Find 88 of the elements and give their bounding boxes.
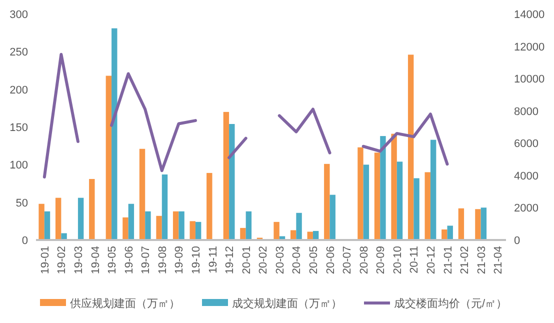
bar xyxy=(246,211,252,240)
x-tick-label: 20-02 xyxy=(258,246,270,274)
x-tick-label: 21-01 xyxy=(442,246,454,274)
bar xyxy=(296,212,302,240)
bar xyxy=(430,140,436,240)
x-tick-label: 19-02 xyxy=(56,246,68,274)
bar xyxy=(475,209,481,240)
bar xyxy=(442,229,448,240)
y2-tick-label: 12000 xyxy=(514,41,545,54)
bar xyxy=(330,194,336,240)
y-tick-label: 250 xyxy=(10,46,28,59)
x-tick-label: 20-09 xyxy=(375,246,388,274)
bar xyxy=(424,172,430,240)
bar xyxy=(178,211,184,240)
x-tick-label: 19-10 xyxy=(190,246,202,274)
x-tick-label: 20-12 xyxy=(425,246,438,274)
bar xyxy=(374,152,380,240)
x-tick-label: 19-01 xyxy=(39,246,52,274)
bar xyxy=(112,28,118,240)
bar xyxy=(414,178,420,240)
bar xyxy=(396,162,403,240)
legend-label: 成交规划建面（万㎡） xyxy=(232,297,342,310)
x-tick-label: 20-07 xyxy=(342,246,354,274)
bar xyxy=(55,198,62,240)
x-tick-label: 19-03 xyxy=(72,246,85,274)
bar xyxy=(229,124,235,240)
x-tick-label: 21-03 xyxy=(476,246,488,274)
bar xyxy=(206,172,212,240)
y2-tick-label: 6000 xyxy=(514,138,538,150)
y-tick-label: 200 xyxy=(10,84,28,96)
bar xyxy=(61,233,67,240)
bar xyxy=(89,178,95,240)
x-tick-label: 21-02 xyxy=(459,246,472,274)
bar xyxy=(480,208,487,240)
bar xyxy=(44,211,50,240)
bar xyxy=(139,148,146,240)
bar xyxy=(128,204,134,240)
bar xyxy=(363,164,370,240)
x-tick-label: 20-04 xyxy=(291,246,304,274)
x-tick-label: 20-06 xyxy=(324,246,337,274)
bar xyxy=(172,211,179,240)
legend-label: 供应规划建面（万㎡） xyxy=(70,297,180,310)
bar xyxy=(195,222,202,240)
bar xyxy=(145,211,151,240)
y2-tick-label: 8000 xyxy=(514,106,538,118)
y-tick-label: 50 xyxy=(16,197,28,210)
bar xyxy=(358,147,364,240)
bar xyxy=(380,136,386,240)
x-tick-label: 19-04 xyxy=(90,246,102,274)
bar xyxy=(106,76,112,240)
y-tick-label: 150 xyxy=(10,122,28,134)
bar xyxy=(78,198,84,240)
y2-tick-label: 14000 xyxy=(514,9,545,21)
bar xyxy=(458,208,464,240)
x-tick-label: 19-08 xyxy=(156,246,169,274)
y2-tick-label: 2000 xyxy=(514,202,538,215)
y-tick-label: 0 xyxy=(22,235,28,247)
bar xyxy=(223,112,230,240)
bar xyxy=(391,134,397,240)
x-tick-label: 20-01 xyxy=(240,246,253,274)
x-tick-label: 19-11 xyxy=(207,246,220,274)
bar xyxy=(156,216,162,240)
bar xyxy=(240,228,246,240)
bar xyxy=(122,217,128,240)
y2-tick-label: 4000 xyxy=(514,170,538,182)
x-tick-label: 21-04 xyxy=(492,246,505,274)
x-tick-label: 19-07 xyxy=(140,246,152,274)
bar xyxy=(38,204,44,240)
bar xyxy=(274,222,280,240)
x-tick-label: 20-03 xyxy=(274,246,286,274)
x-tick-label: 19-06 xyxy=(123,246,136,274)
bar xyxy=(162,174,168,240)
bar xyxy=(190,221,196,240)
legend-label: 成交楼面均价（元/㎡） xyxy=(394,297,508,310)
x-tick-label: 19-05 xyxy=(106,246,119,274)
x-tick-label: 19-09 xyxy=(174,246,186,274)
y2-tick-label: 0 xyxy=(514,235,520,247)
x-tick-label: 20-10 xyxy=(392,246,404,274)
bar xyxy=(408,54,414,240)
bar xyxy=(447,226,453,240)
y2-tick-label: 10000 xyxy=(514,74,545,86)
x-tick-label: 20-05 xyxy=(308,246,320,274)
y-tick-label: 300 xyxy=(10,9,28,21)
x-tick-label: 20-08 xyxy=(358,246,370,274)
bar xyxy=(324,164,330,240)
y-tick-label: 100 xyxy=(10,160,28,172)
x-tick-label: 19-12 xyxy=(224,246,236,274)
x-tick-label: 20-11 xyxy=(408,246,421,274)
